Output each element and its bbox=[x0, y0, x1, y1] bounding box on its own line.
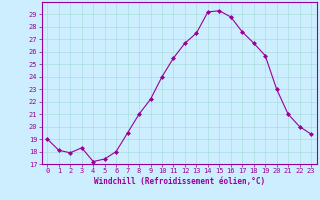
X-axis label: Windchill (Refroidissement éolien,°C): Windchill (Refroidissement éolien,°C) bbox=[94, 177, 265, 186]
